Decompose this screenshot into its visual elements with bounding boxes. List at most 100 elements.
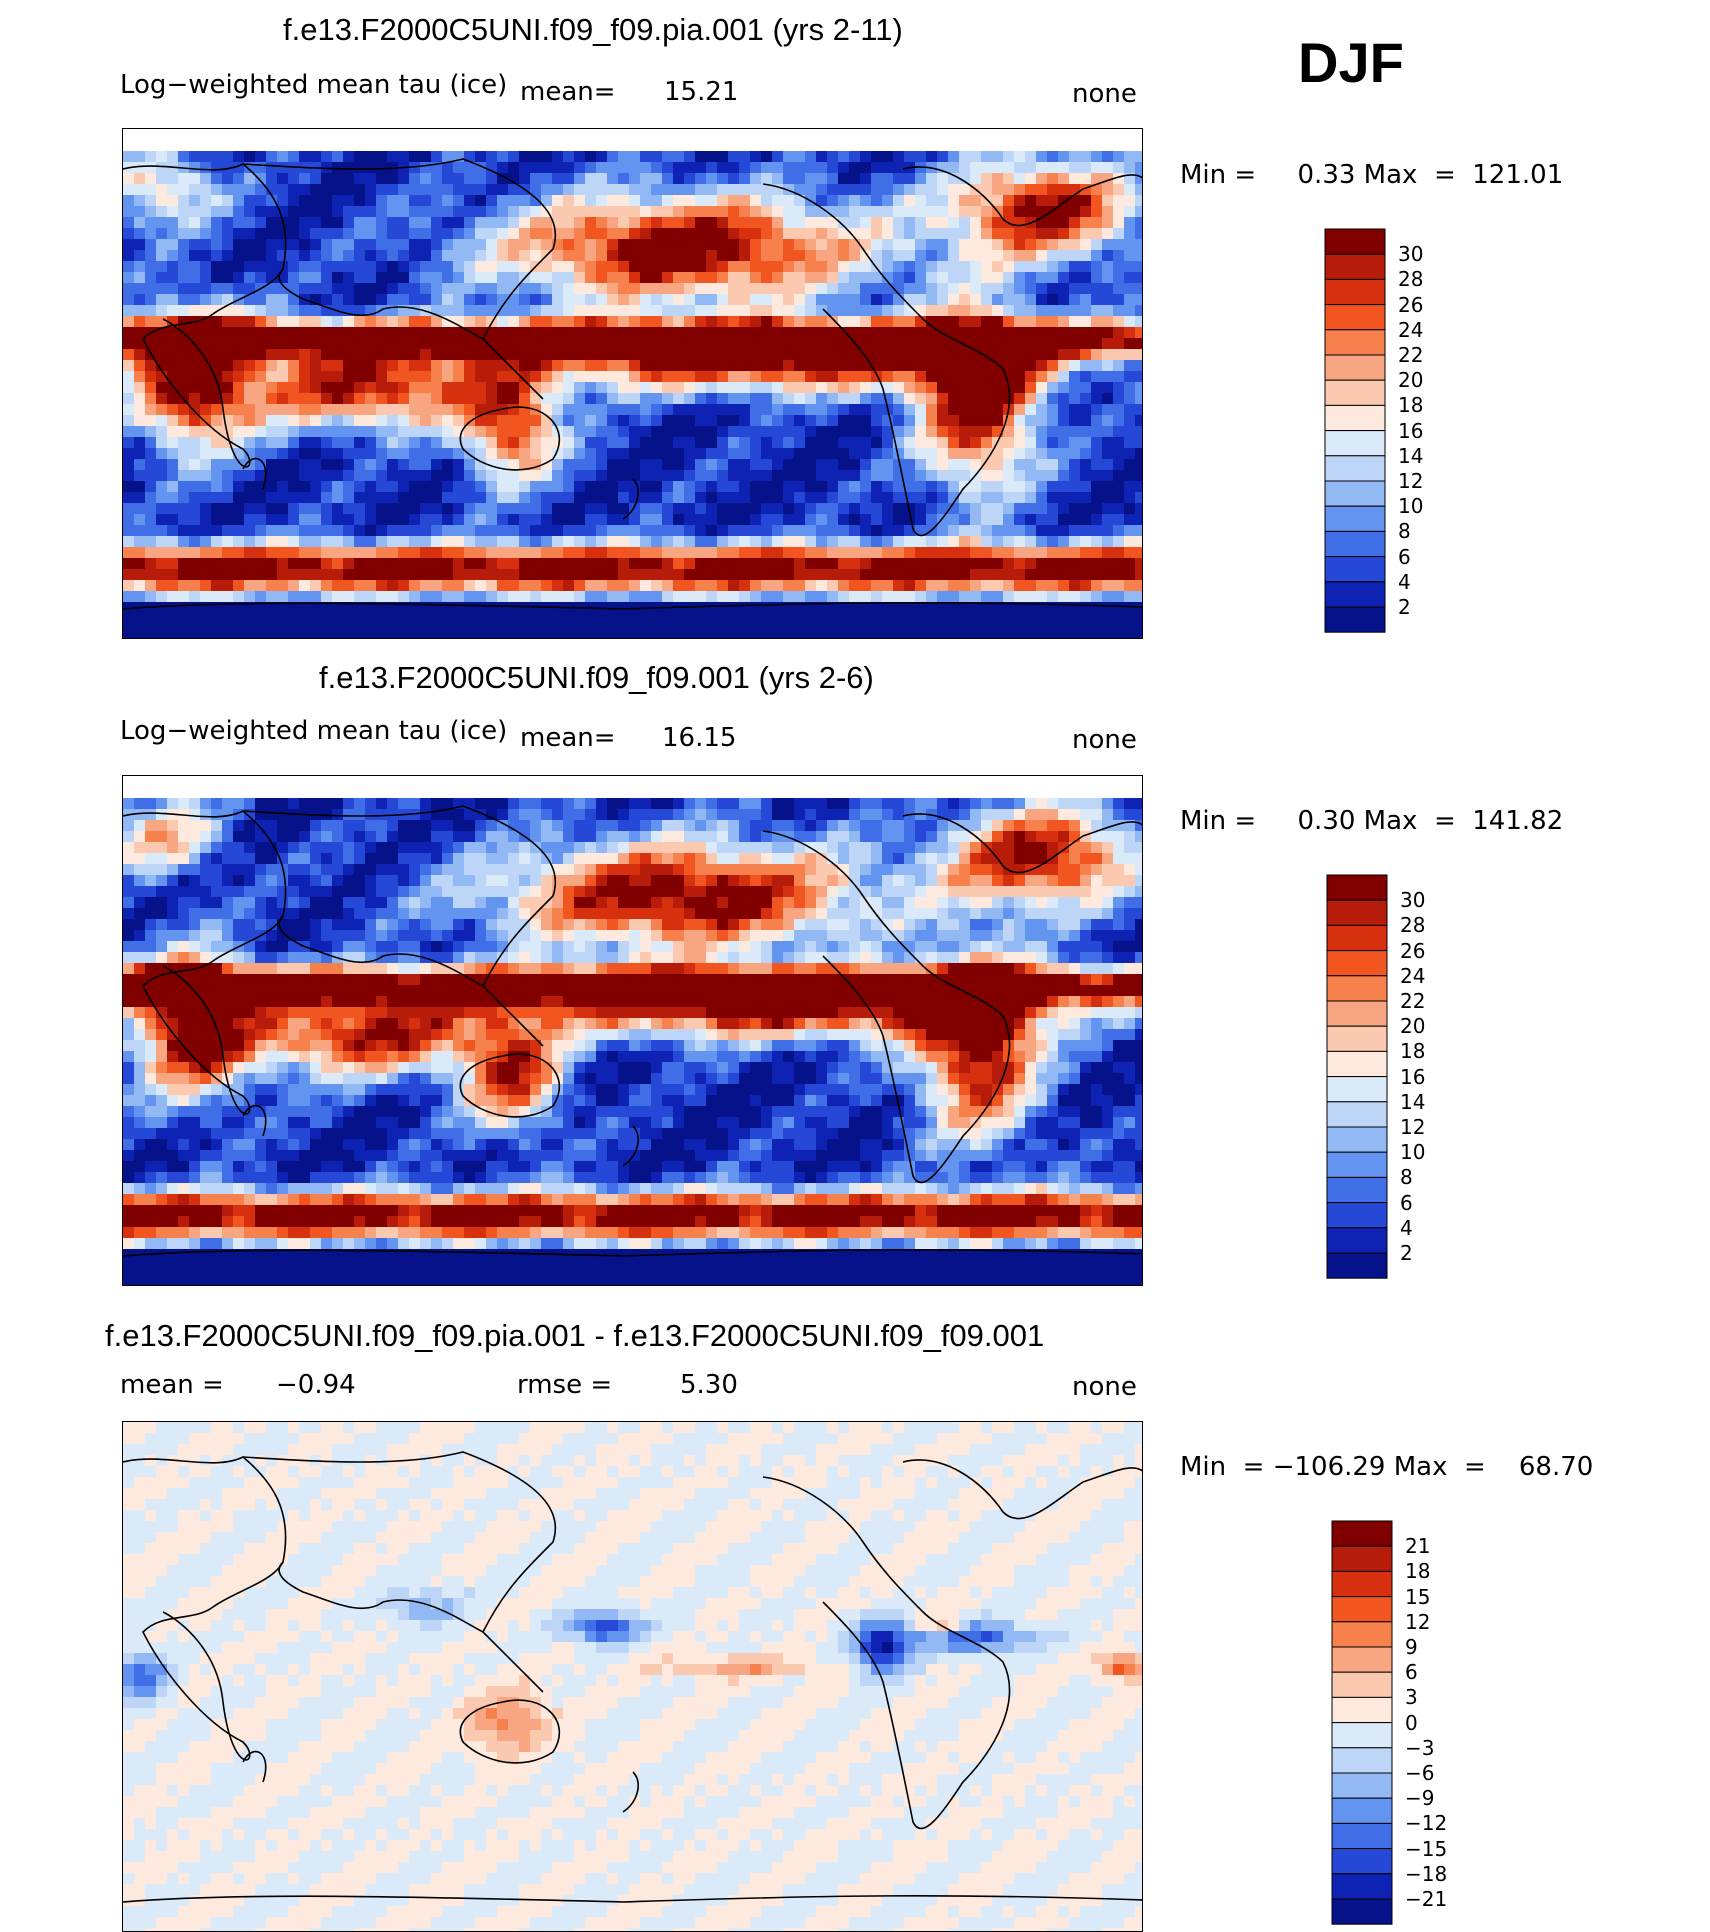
colorbar-swatch xyxy=(1331,1520,1393,1547)
colorbar-swatch xyxy=(1326,1050,1388,1078)
panel3-mean-value: −0.94 xyxy=(276,1370,356,1400)
colorbar-tick-label: 18 xyxy=(1400,1039,1426,1064)
colorbar-swatch xyxy=(1326,1126,1388,1153)
colorbar-swatch xyxy=(1331,1621,1393,1648)
colorbar-tick-label: 12 xyxy=(1398,469,1424,493)
colorbar-swatch xyxy=(1324,379,1386,406)
colorbar-tick-label: −15 xyxy=(1405,1836,1448,1861)
panel2-variable: Log−weighted mean tau (ice) xyxy=(120,716,508,746)
colorbar-swatch xyxy=(1331,1671,1393,1698)
panel2-mean-label: mean= xyxy=(520,723,616,753)
colorbar-swatch xyxy=(1324,530,1386,558)
colorbar-swatch xyxy=(1324,505,1386,532)
colorbar-tick-label: 30 xyxy=(1400,888,1426,913)
colorbar-tick-label: −6 xyxy=(1405,1761,1435,1785)
colorbar-tick-label: 3 xyxy=(1405,1685,1418,1710)
panel3-rmse-label: rmse = xyxy=(517,1370,613,1400)
colorbar-tick-label: 10 xyxy=(1400,1140,1426,1165)
colorbar-tick-label: 22 xyxy=(1400,989,1426,1013)
colorbar-swatch xyxy=(1324,304,1386,331)
season-label: DJF xyxy=(1298,31,1404,94)
colorbar-tick-label: 2 xyxy=(1400,1241,1413,1265)
panel3-colorbar: 21 18 15 12 9 6 3 0 −3 −6 −9 −12 −15 −18 −21 xyxy=(1331,1520,1461,1927)
colorbar-swatch xyxy=(1326,1176,1388,1204)
panel2-units: none xyxy=(1072,725,1137,755)
colorbar-swatch xyxy=(1331,1797,1393,1824)
colorbar-swatch xyxy=(1331,1898,1393,1925)
panel3-map xyxy=(122,1421,1143,1932)
colorbar-tick-label: 12 xyxy=(1400,1115,1426,1139)
colorbar-tick-label: 18 xyxy=(1398,393,1424,418)
colorbar-tick-label: 14 xyxy=(1398,443,1424,468)
colorbar-swatch xyxy=(1331,1646,1393,1673)
panel2-title: f.e13.F2000C5UNI.f09_f09.001 (yrs 2-6) xyxy=(319,660,874,695)
panel1-variable: Log−weighted mean tau (ice) xyxy=(120,70,508,100)
colorbar-tick-label: 16 xyxy=(1400,1064,1426,1089)
panel3-rmse-value: 5.30 xyxy=(680,1370,738,1400)
panel2-mean-value: 16.15 xyxy=(662,723,737,753)
panel1-map xyxy=(122,128,1143,639)
colorbar-swatch xyxy=(1326,874,1388,901)
colorbar-swatch xyxy=(1324,455,1386,482)
panel3-min-max: Min = −106.29 Max = 68.70 xyxy=(1180,1452,1594,1482)
colorbar-tick-label: 4 xyxy=(1398,569,1411,594)
colorbar-swatch xyxy=(1326,1076,1388,1103)
colorbar-swatch xyxy=(1331,1873,1393,1900)
panel3-mean-label: mean = xyxy=(120,1370,224,1400)
panel3-title: f.e13.F2000C5UNI.f09_f09.pia.001 - f.e13… xyxy=(105,1318,1045,1353)
colorbar-tick-label: 0 xyxy=(1405,1710,1418,1735)
colorbar-tick-label: −3 xyxy=(1405,1735,1435,1760)
colorbar-swatch xyxy=(1326,1227,1388,1254)
colorbar-tick-label: 8 xyxy=(1400,1165,1413,1190)
colorbar-tick-label: 20 xyxy=(1398,368,1424,393)
colorbar-tick-label: 24 xyxy=(1398,317,1424,342)
colorbar-swatch xyxy=(1331,1822,1393,1850)
colorbar-swatch xyxy=(1331,1772,1393,1799)
colorbar-tick-label: 6 xyxy=(1400,1190,1413,1215)
panel1-colorbar: 30 28 26 24 22 20 18 16 14 12 10 8 6 4 2 xyxy=(1324,228,1454,635)
colorbar-swatch xyxy=(1324,581,1386,608)
colorbar-swatch xyxy=(1331,1747,1393,1774)
colorbar-swatch xyxy=(1324,253,1386,280)
colorbar-swatch xyxy=(1324,556,1386,583)
colorbar-tick-label: 16 xyxy=(1398,418,1424,443)
colorbar-tick-label: 14 xyxy=(1400,1089,1426,1114)
colorbar-tick-label: 30 xyxy=(1398,242,1424,267)
colorbar-swatch xyxy=(1331,1570,1393,1598)
panel3-units: none xyxy=(1072,1372,1137,1402)
colorbar-swatch xyxy=(1331,1596,1393,1623)
colorbar-swatch xyxy=(1331,1545,1393,1572)
colorbar-swatch xyxy=(1324,228,1386,255)
colorbar-tick-label: 9 xyxy=(1405,1635,1418,1659)
colorbar-tick-label: 8 xyxy=(1398,519,1411,544)
colorbar-tick-label: 21 xyxy=(1405,1534,1431,1559)
colorbar-tick-label: 2 xyxy=(1398,595,1411,619)
colorbar-tick-label: 4 xyxy=(1400,1215,1413,1240)
colorbar-swatch xyxy=(1324,430,1386,457)
panel1-title: f.e13.F2000C5UNI.f09_f09.pia.001 (yrs 2-… xyxy=(283,12,903,47)
colorbar-swatch xyxy=(1326,1025,1388,1052)
colorbar-tick-label: 28 xyxy=(1398,267,1424,292)
colorbar-swatch xyxy=(1324,354,1386,381)
colorbar-tick-label: 10 xyxy=(1398,494,1424,519)
colorbar-swatch xyxy=(1331,1848,1393,1875)
colorbar-swatch xyxy=(1324,278,1386,306)
colorbar-tick-label: −21 xyxy=(1405,1887,1448,1911)
panel2-map xyxy=(122,775,1143,1286)
colorbar-swatch xyxy=(1324,606,1386,633)
colorbar-tick-label: 12 xyxy=(1405,1609,1431,1634)
colorbar-swatch xyxy=(1326,950,1388,977)
colorbar-swatch xyxy=(1326,924,1388,952)
colorbar-swatch xyxy=(1324,404,1386,432)
colorbar-tick-label: 15 xyxy=(1405,1584,1431,1609)
colorbar-tick-label: 24 xyxy=(1400,963,1426,988)
colorbar-tick-label: 26 xyxy=(1400,938,1426,963)
colorbar-swatch xyxy=(1324,329,1386,356)
colorbar-swatch xyxy=(1326,1252,1388,1279)
colorbar-tick-label: 26 xyxy=(1398,292,1424,317)
colorbar-swatch xyxy=(1326,975,1388,1002)
colorbar-tick-label: 20 xyxy=(1400,1014,1426,1039)
colorbar-tick-label: −18 xyxy=(1405,1861,1448,1886)
colorbar-swatch xyxy=(1331,1696,1393,1724)
colorbar-tick-label: 6 xyxy=(1405,1660,1418,1685)
